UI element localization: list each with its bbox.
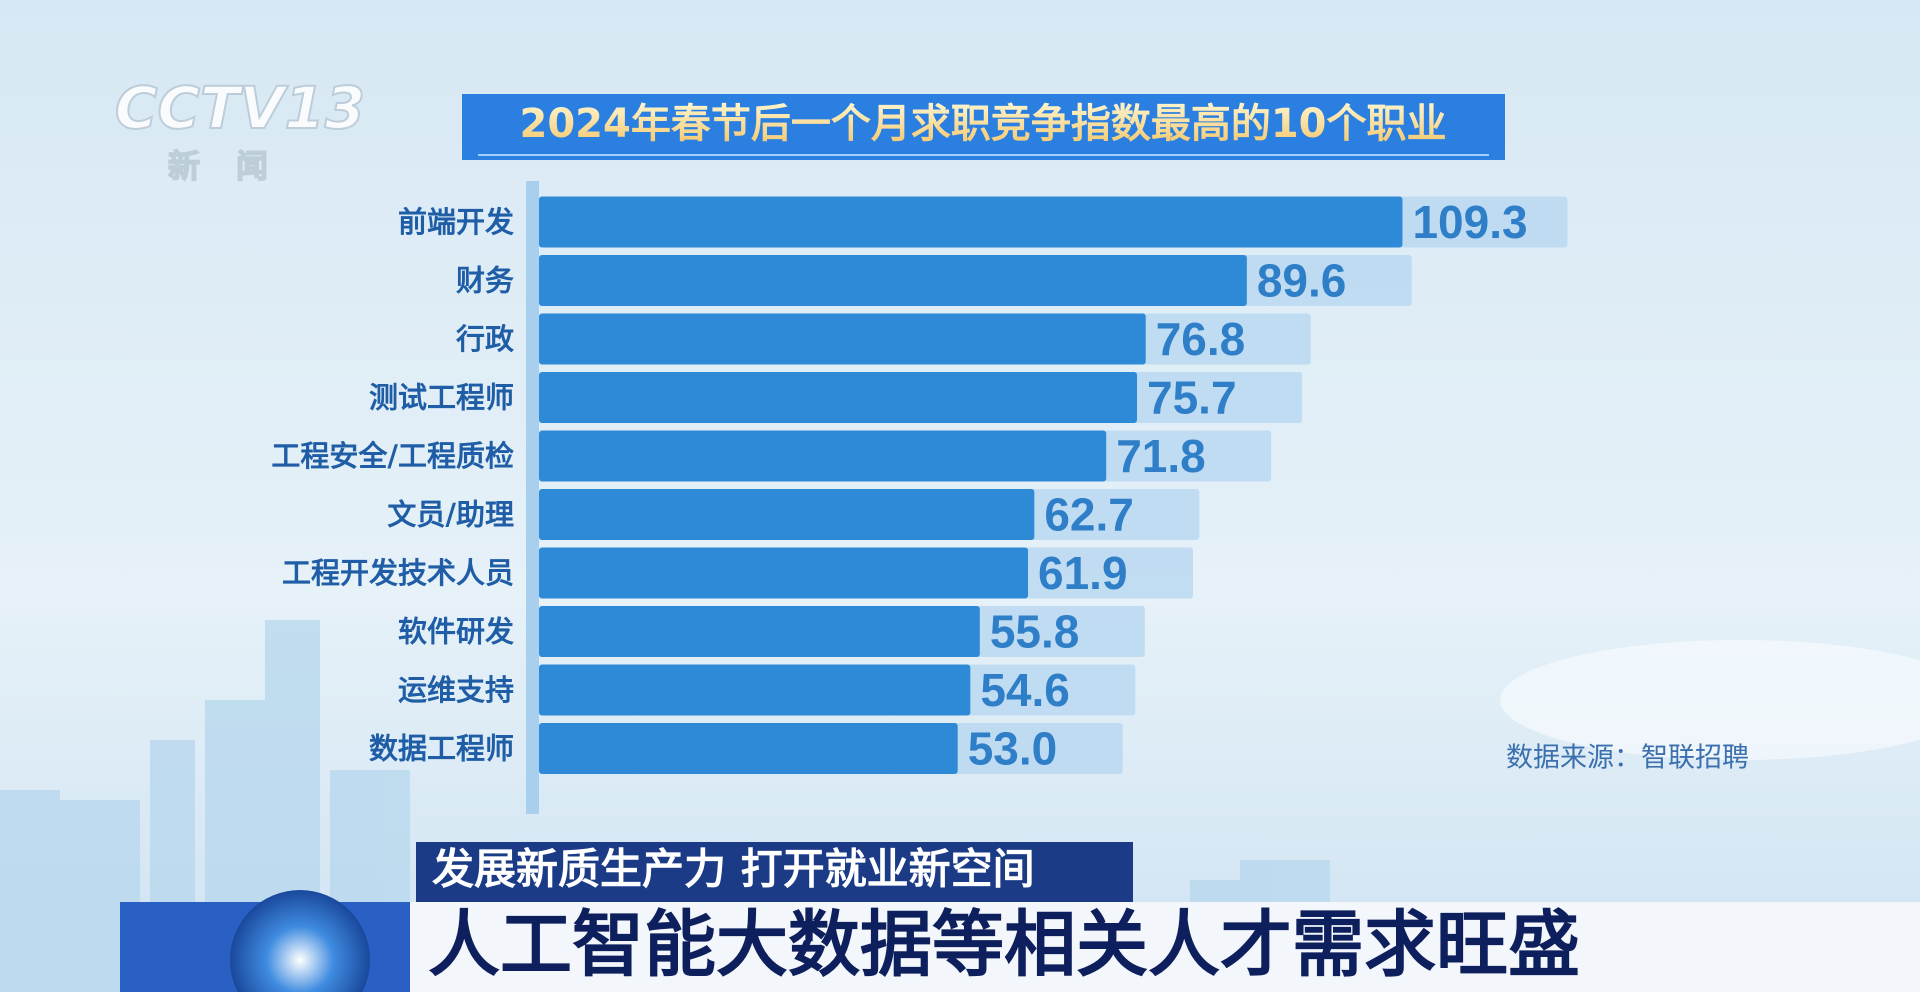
value-label: 76.8 <box>1156 313 1246 365</box>
category-label: 文员/助理 <box>387 498 514 532</box>
globe <box>230 890 370 992</box>
value-label: 61.9 <box>1038 547 1128 599</box>
value-label: 53.0 <box>968 723 1058 775</box>
channel-logo: CCTV13 <box>115 74 365 142</box>
bar <box>539 196 1403 248</box>
value-label: 62.7 <box>1044 489 1134 541</box>
bar <box>539 430 1107 482</box>
title-underline <box>478 154 1489 156</box>
value-label: 54.6 <box>980 664 1070 716</box>
value-label: 71.8 <box>1116 430 1206 482</box>
category-label: 软件研发 <box>398 615 514 649</box>
bar <box>539 664 971 716</box>
bar <box>539 723 958 774</box>
value-label: 55.8 <box>990 606 1080 658</box>
bar <box>539 606 980 657</box>
category-label: 财务 <box>456 264 514 298</box>
chart-title: 2024年春节后一个月求职竞争指数最高的10个职业 <box>520 101 1447 147</box>
value-label: 89.6 <box>1257 255 1347 307</box>
title-banner <box>462 94 1505 160</box>
bar <box>539 372 1138 423</box>
category-label: 工程安全/工程质检 <box>271 439 514 473</box>
channel-name: 新闻 <box>168 147 304 185</box>
source-note: 数据来源：智联招聘 <box>1506 743 1749 774</box>
category-label: 工程开发技术人员 <box>282 556 514 590</box>
subtitle-box <box>416 842 1133 902</box>
bar <box>539 313 1146 365</box>
category-label: 行政 <box>455 322 514 356</box>
bar <box>539 547 1029 599</box>
bar <box>539 255 1247 306</box>
value-label: 109.3 <box>1412 196 1527 248</box>
category-label: 前端开发 <box>398 205 514 239</box>
bars: 前端开发 109.3 财务 89.6 行政 76.8 测试工程师 75.7 工程安全/工程质检 7… <box>271 196 1568 775</box>
headline: 人工智能大数据等相关人才需求旺盛 <box>428 903 1580 987</box>
headline-band <box>120 902 1920 992</box>
bar <box>539 489 1035 540</box>
category-label: 运维支持 <box>398 673 514 707</box>
axis-bar <box>526 181 539 814</box>
category-label: 数据工程师 <box>369 732 514 766</box>
subtitle: 发展新质生产力 打开就业新空间 <box>432 845 1035 894</box>
cloud <box>1500 640 1920 760</box>
value-label: 75.7 <box>1147 372 1237 424</box>
category-label: 测试工程师 <box>369 381 514 415</box>
